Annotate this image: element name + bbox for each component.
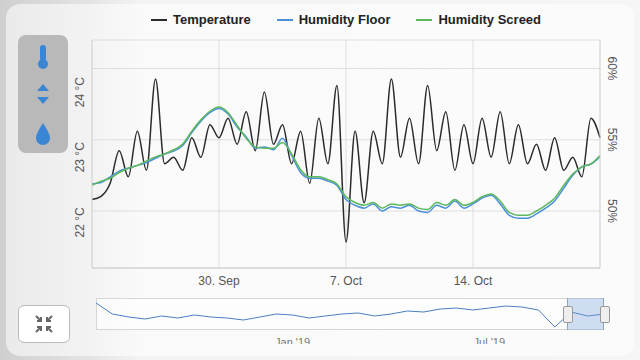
svg-text:14. Oct: 14. Oct bbox=[454, 274, 493, 288]
html-text:Humidity Screed: Humidity Screed bbox=[438, 12, 541, 27]
svg-text:23 °C: 23 °C bbox=[73, 142, 87, 172]
svg-text:22 °C: 22 °C bbox=[73, 207, 87, 237]
html-text:Humidity Floor: Humidity Floor bbox=[298, 12, 391, 27]
html-text:Temperature: Temperature bbox=[172, 12, 251, 27]
svg-text:60%: 60% bbox=[605, 56, 619, 80]
svg-text:30. Sep: 30. Sep bbox=[198, 274, 240, 288]
svg-text:Jan '19: Jan '19 bbox=[275, 336, 310, 344]
svg-text:24 °C: 24 °C bbox=[73, 77, 87, 107]
svg-text:Jul '19: Jul '19 bbox=[474, 336, 505, 344]
svg-text:7. Oct: 7. Oct bbox=[330, 274, 363, 288]
svg-text:55%: 55% bbox=[605, 128, 619, 152]
svg-text:50%: 50% bbox=[605, 199, 619, 223]
